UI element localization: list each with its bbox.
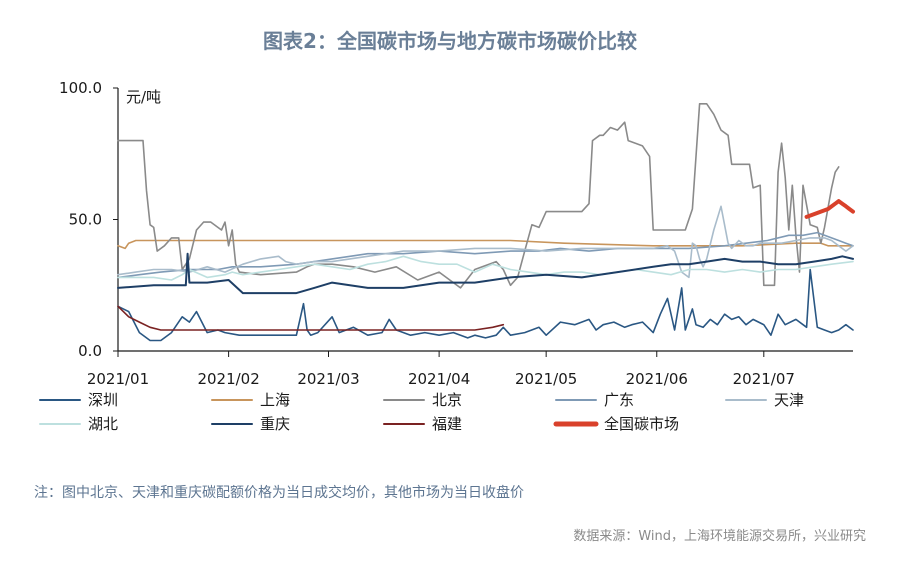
chart-title: 图表2：全国碳市场与地方碳市场碳价比较: [263, 29, 637, 53]
x-ticks: 2021/01 2021/02 2021/03 2021/04 2021/05 2021/…: [87, 351, 795, 388]
chart-note: 注：图中北京、天津和重庆碳配额价格为当日成交均价，其他市场为当日收盘价: [34, 484, 524, 501]
series-line-重庆: [117, 252, 854, 295]
y-axis-unit-label: 元/吨: [126, 88, 161, 106]
series-line-福建: [117, 305, 505, 331]
series-layer: [117, 103, 855, 342]
y-tick-label: 100.0: [59, 79, 102, 97]
legend-label: 福建: [432, 415, 462, 433]
y-ticks: 0.0 50.0 100.0: [59, 79, 118, 360]
y-tick-label: 0.0: [78, 342, 102, 360]
data-source: 数据来源：Wind，上海环境能源交易所，兴业研究: [573, 528, 866, 544]
legend-label: 湖北: [88, 415, 118, 433]
series-line-北京: [117, 103, 840, 289]
x-tick-label: 2021/06: [626, 370, 688, 388]
x-tick-label: 2021/04: [408, 370, 470, 388]
legend-label: 北京: [432, 391, 462, 409]
y-tick-label: 50.0: [69, 211, 102, 229]
x-tick-label: 2021/02: [197, 370, 259, 388]
x-tick-label: 2021/07: [733, 370, 795, 388]
legend-label: 深圳: [88, 391, 118, 409]
x-tick-label: 2021/01: [87, 370, 149, 388]
legend-label: 天津: [774, 391, 804, 409]
series-line-上海: [117, 239, 854, 250]
series-line-湖北: [117, 255, 854, 281]
legend-label: 全国碳市场: [604, 415, 679, 433]
legend-label: 重庆: [260, 415, 290, 433]
legend-label: 上海: [260, 391, 290, 409]
x-tick-label: 2021/05: [515, 370, 577, 388]
series-line-全国碳市场: [804, 199, 855, 219]
series-line-天津: [117, 205, 854, 279]
x-tick-label: 2021/03: [297, 370, 359, 388]
legend-label: 广东: [604, 391, 634, 409]
series-line-广东: [117, 231, 854, 279]
series-line-深圳: [117, 268, 854, 342]
